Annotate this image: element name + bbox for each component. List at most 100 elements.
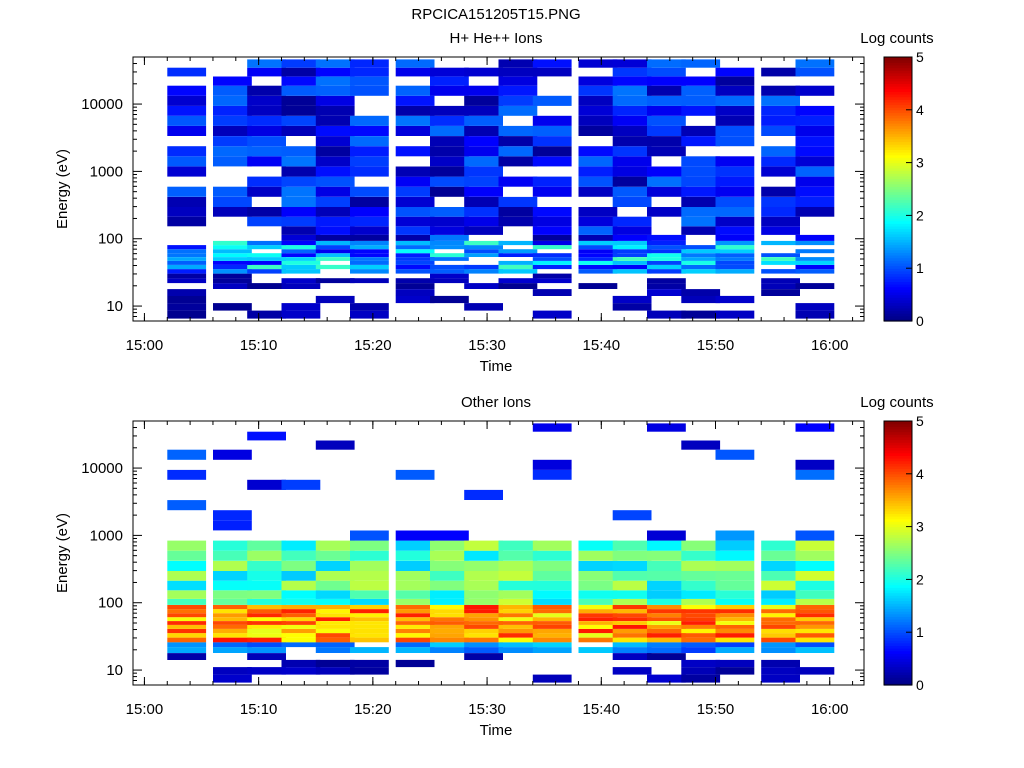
- heatmap-cell: [761, 674, 800, 683]
- heatmap-cell: [612, 613, 652, 618]
- heatmap-cell: [464, 207, 503, 217]
- heatmap-cell: [464, 283, 503, 289]
- heatmap-cell: [315, 624, 355, 629]
- heatmap-cell: [578, 216, 618, 227]
- heatmap-cell: [532, 253, 572, 257]
- x-tick-label: 15:30: [468, 337, 506, 354]
- colorbar-step: [884, 479, 912, 483]
- heatmap-cell: [281, 207, 321, 217]
- heatmap-cell: [715, 667, 755, 675]
- heatmap-cell: [578, 115, 618, 126]
- heatmap-cell: [498, 156, 538, 167]
- heatmap-cell: [395, 85, 435, 96]
- colorbar-step: [884, 542, 912, 546]
- heatmap-cell: [213, 642, 252, 648]
- heatmap-cell: [532, 604, 572, 610]
- heatmap-cell: [612, 156, 652, 167]
- heatmap-cell: [315, 115, 355, 126]
- heatmap-cell: [213, 245, 252, 250]
- heatmap-cell: [578, 245, 618, 250]
- heatmap-cell: [213, 257, 252, 261]
- heatmap-cell: [612, 269, 652, 274]
- heatmap-cell: [612, 245, 652, 250]
- heatmap-cell: [350, 253, 389, 257]
- heatmap-cell: [715, 260, 755, 265]
- colorbar-step: [884, 123, 912, 127]
- heatmap-cell: [612, 196, 652, 207]
- heatmap-cell: [350, 560, 389, 571]
- heatmap-cell: [430, 278, 469, 284]
- heatmap-cell: [498, 571, 538, 581]
- heatmap-cell: [612, 253, 652, 257]
- heatmap-cell: [213, 260, 252, 265]
- colorbar-step: [884, 526, 912, 530]
- heatmap-cell: [213, 449, 252, 460]
- colorbar-step: [884, 130, 912, 135]
- heatmap-cell: [532, 469, 572, 480]
- heatmap-cell: [213, 667, 252, 675]
- colorbar-tick-label: 4: [916, 466, 924, 482]
- heatmap-cell: [315, 642, 355, 648]
- heatmap-cell: [213, 105, 252, 116]
- heatmap-cell: [795, 105, 835, 116]
- heatmap-cell: [281, 253, 321, 257]
- colorbar-step: [884, 545, 912, 549]
- heatmap-cell: [395, 628, 435, 634]
- x-tick-label: 15:10: [240, 701, 278, 718]
- heatmap-cell: [281, 115, 321, 126]
- heatmap-cell: [350, 257, 389, 261]
- heatmap-cell: [647, 571, 686, 581]
- colorbar-step: [884, 650, 912, 654]
- colorbar-step: [884, 434, 912, 438]
- colorbar-tick-label: 1: [916, 260, 924, 276]
- heatmap-cell: [681, 156, 721, 167]
- heatmap-cell: [315, 226, 355, 235]
- heatmap-cell: [498, 136, 538, 147]
- heatmap-cell: [281, 196, 321, 207]
- heatmap-cell: [315, 249, 355, 254]
- x-tick-label: 16:00: [811, 701, 849, 718]
- heatmap-cell: [167, 642, 207, 648]
- heatmap-cell: [315, 85, 355, 96]
- heatmap-cell: [761, 257, 800, 261]
- heatmap-cell: [761, 156, 800, 167]
- heatmap-cell: [315, 245, 355, 250]
- heatmap-cell: [795, 166, 835, 177]
- heatmap-cell: [167, 598, 207, 605]
- heatmap-cell: [350, 540, 389, 551]
- heatmap-cell: [578, 633, 618, 638]
- colorbar-step: [884, 218, 912, 222]
- heatmap-cell: [532, 278, 572, 284]
- colorbar-step: [884, 144, 912, 148]
- y-tick-label: 100: [98, 231, 123, 248]
- heatmap-cell: [315, 440, 355, 450]
- heatmap-cell: [430, 642, 469, 648]
- heatmap-cell: [350, 269, 389, 274]
- heatmap-cell: [247, 253, 286, 257]
- heatmap-cell: [795, 598, 835, 605]
- heatmap-cell: [213, 76, 252, 86]
- colorbar-step: [884, 199, 912, 203]
- heatmap-cell: [315, 659, 355, 668]
- heatmap-cell: [647, 550, 686, 561]
- heatmap-cell: [795, 617, 835, 621]
- heatmap-cell: [681, 571, 721, 581]
- colorbar-step: [884, 484, 912, 488]
- heatmap-cell: [532, 186, 572, 197]
- heatmap-cell: [247, 653, 286, 660]
- heatmap-cell: [281, 613, 321, 618]
- colorbar-step: [884, 455, 912, 459]
- heatmap-cell: [578, 580, 618, 591]
- heatmap-cell: [681, 310, 721, 319]
- colorbar-step: [884, 62, 912, 66]
- heatmap-cell: [761, 571, 800, 581]
- colorbar-step: [884, 233, 912, 238]
- heatmap-cell: [761, 196, 800, 207]
- heatmap-cell: [681, 633, 721, 638]
- heatmap-cell: [612, 85, 652, 96]
- heatmap-cell: [213, 240, 252, 246]
- heatmap-cell: [532, 146, 572, 157]
- heatmap-cell: [464, 95, 503, 106]
- heatmap-cell: [350, 590, 389, 599]
- colorbar-step: [884, 560, 912, 565]
